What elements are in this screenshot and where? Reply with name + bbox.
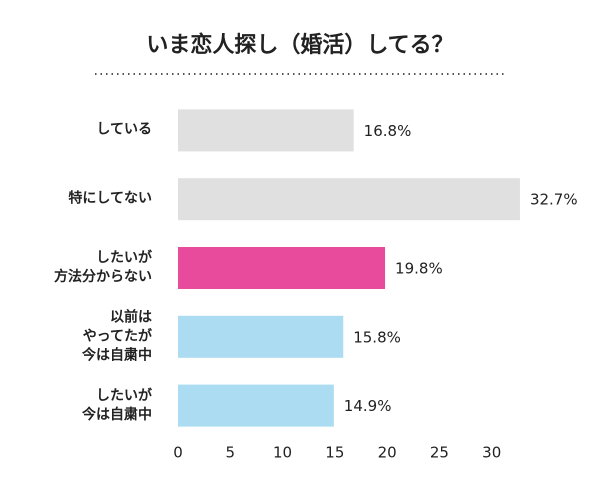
category-label: している (96, 121, 152, 138)
bar (178, 384, 334, 427)
x-tick-label: 10 (273, 444, 292, 462)
x-tick-label: 0 (173, 444, 183, 462)
value-label: 15.8% (353, 328, 401, 346)
value-label: 19.8% (395, 260, 443, 278)
category-label: したいが 方法分からない (54, 250, 152, 285)
x-tick-label: 20 (378, 444, 397, 462)
category-label: したいが 今は自粛中 (82, 387, 152, 423)
value-label: 16.8% (364, 122, 412, 140)
bar (178, 247, 386, 289)
x-tick-label: 25 (430, 444, 449, 462)
x-tick-label: 30 (482, 444, 501, 462)
bar (178, 178, 520, 221)
category-label: 特にしてない (68, 190, 152, 207)
bar (178, 109, 354, 152)
x-tick-label: 15 (325, 444, 344, 462)
chart-title: いま恋人探し（婚活）してる？ (146, 32, 453, 58)
bar (178, 315, 344, 358)
value-label: 32.7% (530, 191, 578, 209)
x-tick-label: 5 (226, 444, 236, 462)
value-label: 14.9% (344, 397, 392, 415)
category-label: 以前は やってたが 今は自粛中 (82, 309, 152, 364)
